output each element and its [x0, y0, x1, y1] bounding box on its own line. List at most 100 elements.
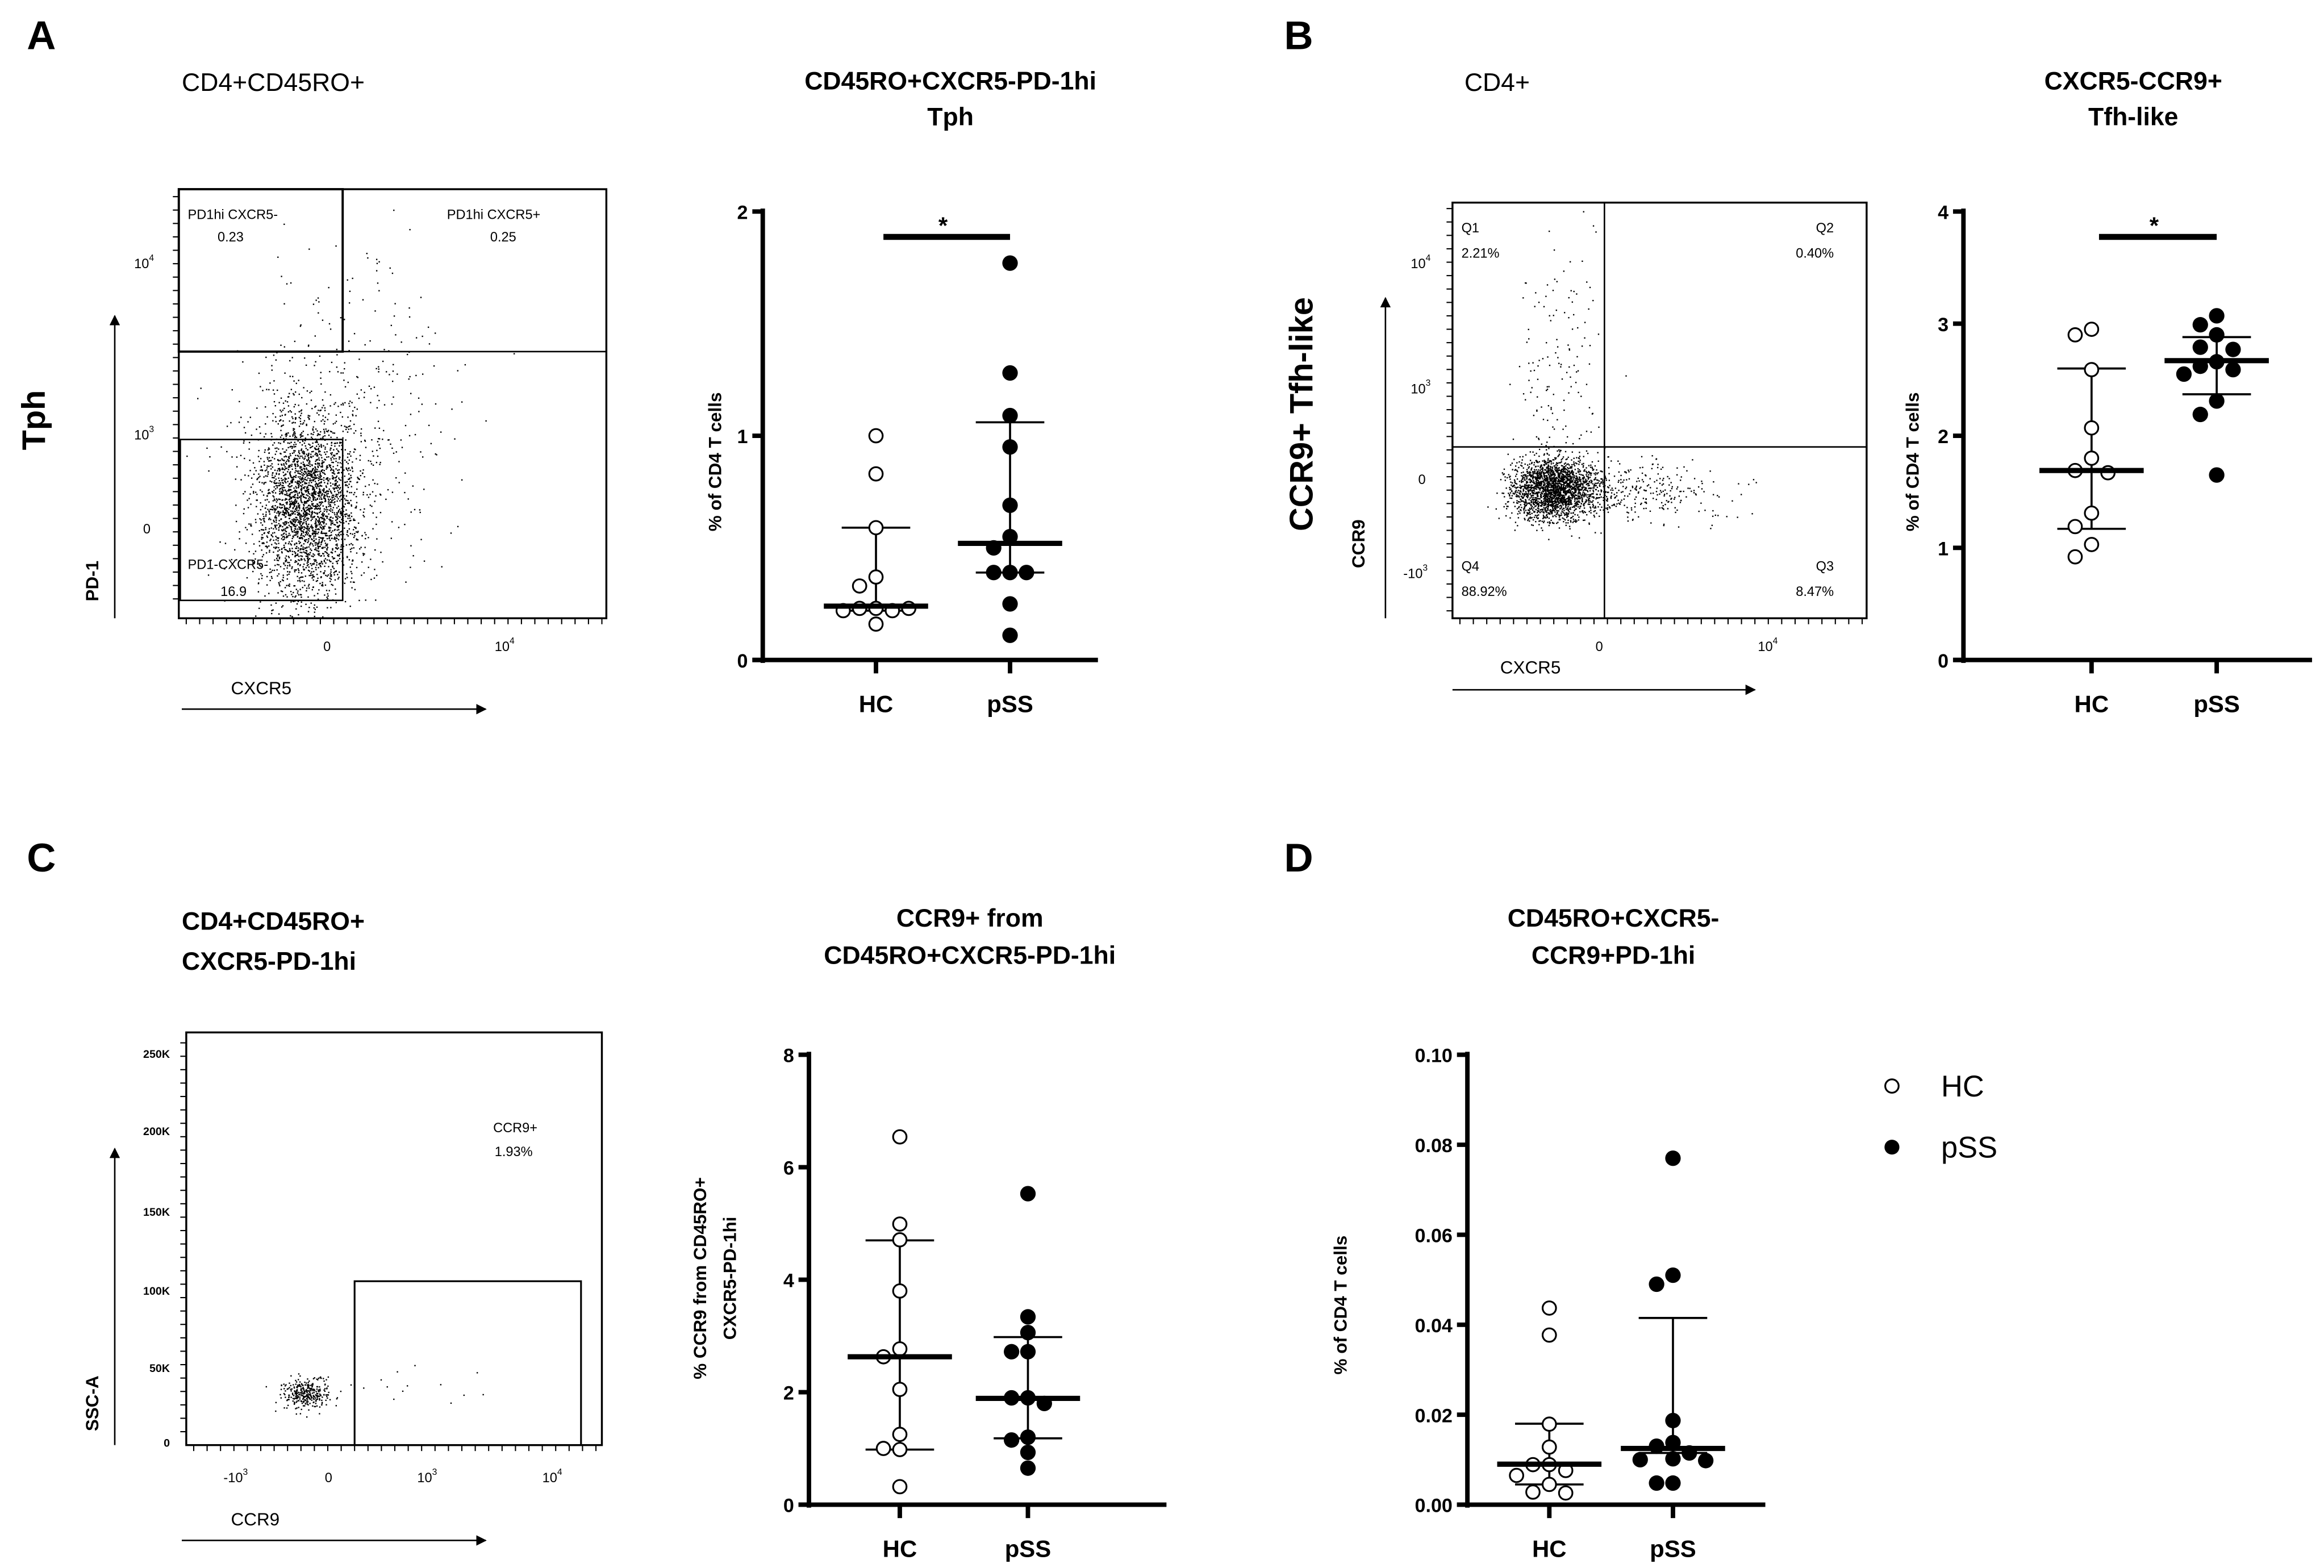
event-dot [374, 549, 376, 551]
event-dot [1560, 470, 1562, 472]
event-dot [1524, 479, 1526, 481]
event-dot [300, 525, 302, 527]
event-dot [1572, 473, 1574, 475]
event-dot [335, 494, 337, 495]
event-dot [328, 513, 329, 515]
event-dot [317, 297, 319, 299]
event-dot [312, 472, 314, 474]
event-dot [1579, 507, 1580, 510]
event-dot [288, 465, 290, 467]
event-dot [1542, 481, 1543, 482]
event-dot [351, 547, 353, 549]
event-dot [1547, 506, 1549, 508]
event-dot [1566, 512, 1568, 514]
gate-pd1neg-cxcr5neg[interactable] [180, 439, 344, 602]
event-dot [1536, 477, 1537, 478]
event-dot [1576, 497, 1578, 499]
event-dot [323, 523, 325, 524]
event-dot [314, 477, 315, 478]
event-dot [313, 488, 315, 490]
event-dot [1558, 506, 1559, 508]
event-dot [341, 449, 343, 451]
event-dot [1563, 470, 1564, 472]
event-dot [1586, 481, 1588, 482]
event-dot [315, 441, 317, 443]
event-dot [295, 382, 297, 385]
event-dot [1536, 502, 1538, 503]
event-cloud [186, 209, 515, 618]
event-dot [329, 501, 331, 503]
event-dot [333, 443, 336, 444]
event-dot [283, 303, 285, 305]
event-dot [307, 345, 310, 347]
event-dot [311, 507, 313, 509]
event-dot [378, 437, 379, 440]
event-dot [1524, 501, 1526, 503]
event-dot [315, 299, 317, 301]
event-dot [276, 547, 278, 548]
event-dot [1565, 458, 1567, 461]
event-dot [335, 482, 337, 484]
event-dot [1539, 473, 1541, 475]
event-dot [318, 539, 320, 541]
event-dot [334, 528, 336, 531]
event-dot [301, 545, 302, 547]
event-dot [1590, 479, 1592, 481]
event-dot [315, 547, 317, 549]
event-dot [420, 451, 422, 453]
event-dot [329, 370, 331, 373]
gate-pd1hi-cxcr5pos[interactable] [341, 188, 607, 353]
event-dot [1548, 462, 1550, 464]
event-dot [290, 601, 292, 603]
event-dot [364, 532, 366, 533]
event-dot [1543, 482, 1545, 484]
event-dot [319, 523, 321, 524]
event-dot [278, 556, 281, 558]
event-dot [301, 412, 302, 414]
event-dot [1546, 499, 1548, 501]
event-dot [258, 461, 260, 462]
event-dot [1547, 482, 1549, 483]
event-dot [353, 494, 354, 495]
event-dot [1537, 515, 1538, 516]
event-dot [281, 479, 283, 482]
event-dot [301, 491, 303, 493]
event-dot [320, 537, 322, 539]
event-dot [291, 452, 294, 454]
event-dot [319, 504, 322, 506]
event-dot [1583, 481, 1584, 483]
event-dot [358, 478, 360, 479]
event-dot [258, 477, 260, 478]
event-dot [1553, 483, 1555, 485]
event-dot [279, 493, 281, 495]
event-dot [307, 455, 308, 457]
event-dot [1574, 475, 1575, 477]
event-dot [220, 446, 222, 448]
event-dot [347, 518, 349, 519]
event-dot [383, 429, 385, 432]
event-dot [315, 477, 316, 479]
event-dot [348, 544, 351, 545]
event-dot [421, 403, 423, 405]
event-dot [1574, 506, 1575, 508]
event-dot [320, 454, 322, 456]
event-dot [293, 529, 295, 531]
event-dot [289, 474, 291, 476]
event-dot [1525, 486, 1526, 488]
event-dot [315, 520, 316, 522]
event-dot [393, 396, 394, 398]
event-dot [1526, 487, 1528, 489]
y-tick-label: 104 [134, 253, 154, 272]
event-dot [358, 599, 360, 602]
event-dot [326, 511, 328, 512]
event-dot [279, 498, 281, 501]
event-dot [1561, 478, 1563, 479]
event-dot [321, 585, 323, 586]
event-dot [360, 547, 362, 548]
event-dot [289, 446, 291, 448]
event-dot [323, 555, 325, 557]
event-dot [333, 449, 335, 451]
event-dot [1588, 511, 1590, 512]
event-dot [273, 519, 274, 522]
event-dot [287, 405, 290, 407]
